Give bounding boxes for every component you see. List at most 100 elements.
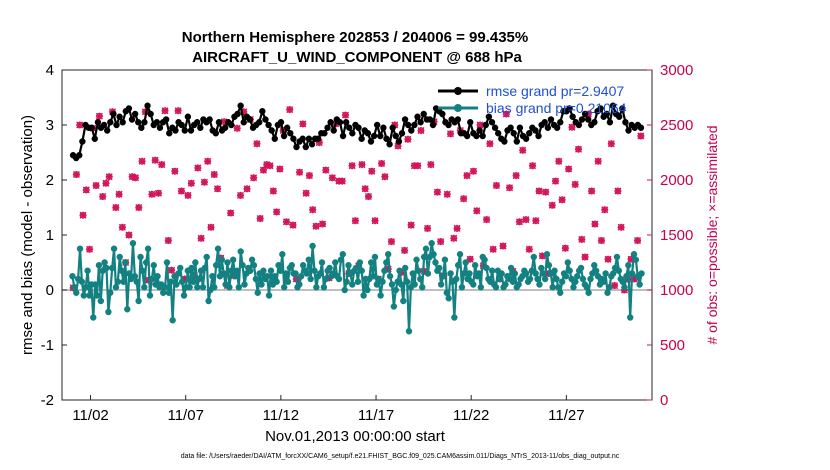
- obs-assimilated-point: [401, 246, 409, 254]
- bias-point: [195, 275, 203, 283]
- bias-point: [460, 270, 468, 277]
- bias-point: [615, 267, 623, 274]
- y-axis-left: -2 -1 0 1 2 3 4: [41, 62, 67, 409]
- obs-assimilated-point: [552, 177, 560, 185]
- bias-point: [354, 278, 362, 285]
- obs-assimilated-point: [502, 110, 510, 118]
- rmse-point: [110, 110, 117, 118]
- obs-assimilated-point: [561, 244, 569, 252]
- bias-point: [97, 297, 105, 305]
- bias-point: [602, 270, 609, 277]
- obs-assimilated-point: [574, 145, 582, 153]
- obs-assimilated-point: [555, 157, 563, 165]
- rmse-point: [215, 119, 223, 126]
- obs-assimilated-point: [289, 221, 297, 229]
- bias-point: [201, 264, 209, 272]
- bias-point: [492, 284, 500, 291]
- obs-assimilated-point: [391, 121, 399, 129]
- bias-point: [458, 284, 466, 291]
- rmse-point: [166, 130, 173, 137]
- rmse-point: [603, 110, 610, 118]
- bias-point: [345, 262, 352, 269]
- obs-assimilated-point: [571, 180, 579, 188]
- bias-point: [373, 281, 381, 288]
- obs-assimilated-point: [433, 188, 441, 196]
- rmse-point: [147, 110, 154, 118]
- bias-point: [292, 270, 299, 277]
- bias-point: [246, 267, 254, 274]
- bias-point: [600, 278, 607, 285]
- obs-assimilated-point: [607, 140, 615, 148]
- y2-tick-label: 500: [660, 337, 685, 354]
- rmse-point: [454, 116, 462, 123]
- bias-point: [161, 284, 169, 291]
- bias-point: [237, 248, 244, 255]
- bias-point: [122, 259, 129, 266]
- obs-assimilated-point: [447, 130, 455, 138]
- obs-assimilated-point: [184, 191, 192, 199]
- obs-assimilated-point: [591, 220, 599, 228]
- obs-assimilated-point: [296, 168, 304, 176]
- bias-point: [84, 267, 91, 274]
- rmse-point: [637, 124, 645, 131]
- obs-assimilated-point: [558, 196, 566, 204]
- bias-point: [570, 284, 577, 291]
- obs-assimilated-point: [177, 187, 185, 195]
- bias-point: [252, 275, 260, 283]
- bias-point: [141, 284, 148, 291]
- bias-point: [456, 251, 464, 258]
- bias-point: [419, 284, 426, 291]
- bias-point: [566, 267, 573, 274]
- bias-point: [609, 270, 617, 277]
- bias-point: [313, 284, 320, 291]
- bias-point: [572, 278, 579, 285]
- obs-assimilated-point: [519, 146, 527, 154]
- bias-point: [76, 245, 84, 252]
- bias-point: [621, 284, 628, 291]
- bias-point: [564, 259, 572, 266]
- obs-assimilated-point: [259, 166, 267, 174]
- rmse-point: [386, 141, 393, 148]
- obs-assimilated-point: [197, 234, 205, 242]
- bias-point: [553, 275, 560, 283]
- bias-point: [218, 256, 226, 263]
- bias-point: [398, 281, 405, 288]
- bias-line: [71, 242, 643, 333]
- obs-assimilated-point: [617, 223, 625, 231]
- bias-point: [551, 267, 558, 274]
- obs-assimilated-point: [99, 193, 107, 200]
- obs-assimilated-point: [486, 140, 494, 148]
- bias-point: [146, 292, 154, 299]
- bias-point: [190, 278, 197, 285]
- obs-assimilated-point: [381, 173, 389, 181]
- bias-point: [543, 251, 551, 258]
- obs-assimilated-point: [614, 187, 622, 195]
- bias-point: [284, 278, 292, 285]
- rmse-point: [336, 119, 344, 126]
- bias-point: [337, 256, 345, 263]
- x-tick-label: 11/07: [167, 407, 203, 424]
- obs-assimilated-point: [443, 190, 451, 198]
- obs-assimilated-point: [424, 224, 432, 232]
- obs-assimilated-point: [105, 173, 113, 181]
- bias-point: [239, 262, 246, 269]
- y2-tick-label: 1500: [660, 227, 693, 244]
- rmse-point: [308, 141, 316, 148]
- rmse-point: [287, 130, 294, 137]
- rmse-point: [544, 124, 552, 131]
- obs-assimilated-point: [315, 139, 323, 147]
- bias-point: [86, 292, 93, 299]
- obs-assimilated-point: [469, 167, 477, 175]
- bias-point: [636, 281, 643, 288]
- obs-assimilated-point: [322, 166, 330, 174]
- bias-point: [299, 262, 307, 269]
- rmse-point: [324, 124, 331, 131]
- obs-assimilated-point: [529, 162, 537, 170]
- bias-point: [625, 262, 632, 269]
- bias-point: [540, 270, 547, 277]
- obs-assimilated-point: [634, 237, 642, 244]
- rmse-point: [408, 127, 415, 134]
- rmse-point: [339, 132, 347, 140]
- obs-assimilated-point: [351, 217, 359, 225]
- bias-point: [69, 273, 76, 280]
